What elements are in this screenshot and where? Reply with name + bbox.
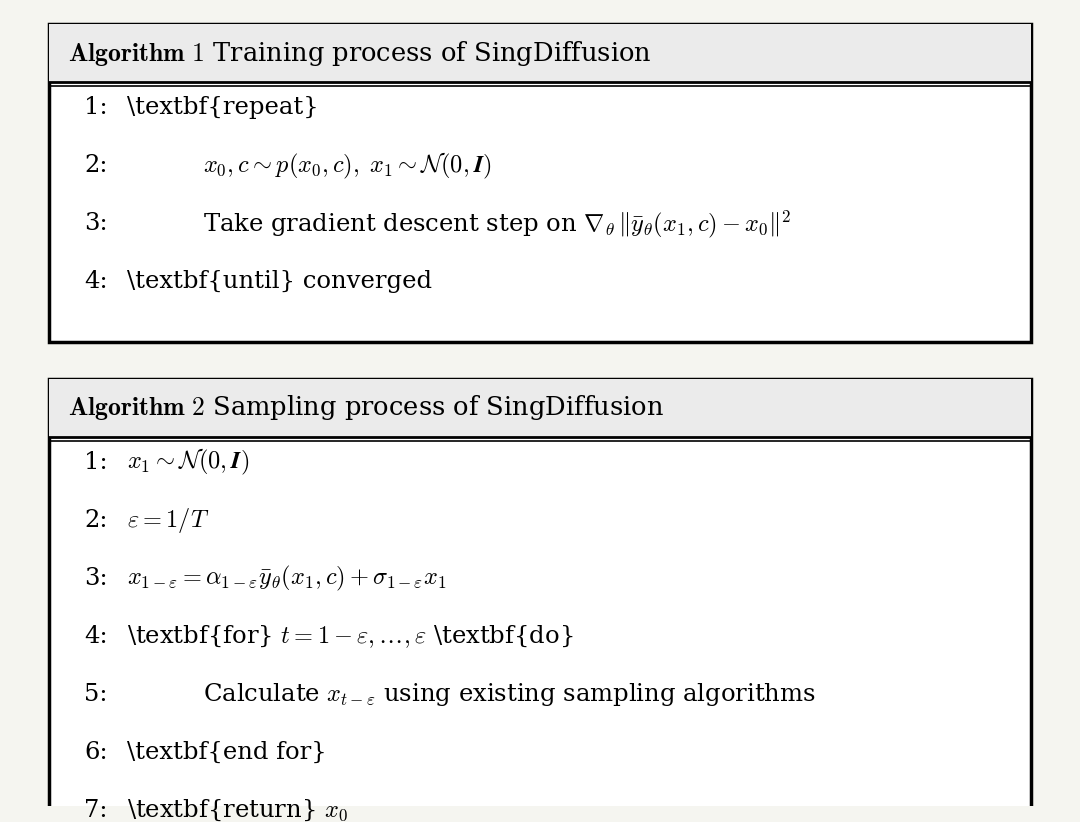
Text: \textbf{return} $x_0$: \textbf{return} $x_0$ bbox=[127, 797, 349, 822]
Text: Take gradient descent step on $\nabla_{\theta}\, \|\bar{y}_{\theta}(x_1, c) - x_: Take gradient descent step on $\nabla_{\… bbox=[203, 208, 792, 240]
Text: $\mathbf{Algorithm\ 2}$ Sampling process of SingDiffusion: $\mathbf{Algorithm\ 2}$ Sampling process… bbox=[68, 393, 664, 423]
Text: 1:: 1: bbox=[84, 451, 108, 473]
Text: 6:: 6: bbox=[84, 741, 108, 764]
FancyBboxPatch shape bbox=[49, 24, 1031, 342]
FancyBboxPatch shape bbox=[49, 379, 1031, 822]
Text: $\mathbf{Algorithm\ 1}$ Training process of SingDiffusion: $\mathbf{Algorithm\ 1}$ Training process… bbox=[68, 39, 651, 67]
Text: \textbf{repeat}: \textbf{repeat} bbox=[127, 96, 319, 119]
Text: \textbf{until} converged: \textbf{until} converged bbox=[127, 270, 432, 293]
Text: 3:: 3: bbox=[84, 212, 108, 235]
Text: 4:: 4: bbox=[84, 270, 108, 293]
Text: 3:: 3: bbox=[84, 567, 108, 590]
Text: Calculate $x_{t-\varepsilon}$ using existing sampling algorithms: Calculate $x_{t-\varepsilon}$ using exis… bbox=[203, 681, 815, 708]
Text: \textbf{end for}: \textbf{end for} bbox=[127, 741, 327, 764]
FancyBboxPatch shape bbox=[49, 379, 1031, 436]
Text: \textbf{for} $t = 1 - \varepsilon, \ldots, \varepsilon$ \textbf{do}: \textbf{for} $t = 1 - \varepsilon, \ldot… bbox=[127, 623, 573, 649]
Text: 5:: 5: bbox=[84, 683, 108, 706]
Text: $\varepsilon = 1/T$: $\varepsilon = 1/T$ bbox=[127, 506, 210, 535]
Text: 2:: 2: bbox=[84, 155, 108, 178]
Text: 4:: 4: bbox=[84, 625, 108, 648]
Text: 1:: 1: bbox=[84, 96, 108, 119]
Text: $x_0, c \sim p(x_0, c),\; x_1 \sim \mathcal{N}(\mathbf{0}, \boldsymbol{I})$: $x_0, c \sim p(x_0, c),\; x_1 \sim \math… bbox=[203, 151, 491, 181]
Text: $x_{1-\varepsilon} = \alpha_{1-\varepsilon}\bar{y}_{\theta}(x_1, c) + \sigma_{1-: $x_{1-\varepsilon} = \alpha_{1-\varepsil… bbox=[127, 564, 447, 593]
Text: 2:: 2: bbox=[84, 509, 108, 532]
Text: 7:: 7: bbox=[84, 799, 108, 822]
Text: $x_1 \sim \mathcal{N}(\mathbf{0}, \boldsymbol{I})$: $x_1 \sim \mathcal{N}(\mathbf{0}, \bolds… bbox=[127, 447, 249, 478]
FancyBboxPatch shape bbox=[49, 24, 1031, 82]
